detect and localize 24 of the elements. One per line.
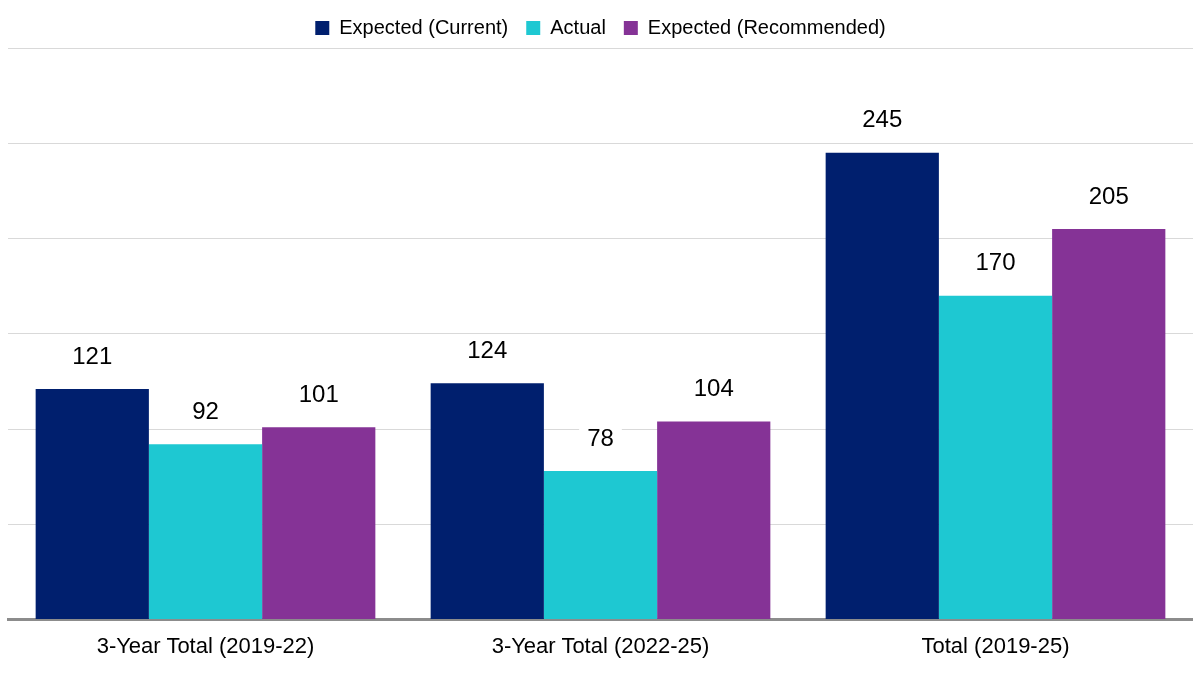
- data-label: 78: [587, 423, 614, 451]
- bar: [430, 383, 544, 620]
- x-tick-label: 3-Year Total (2022-25): [491, 632, 710, 658]
- data-label: 205: [1088, 181, 1129, 209]
- bar: [262, 427, 376, 620]
- bar: [938, 295, 1053, 620]
- legend-label: Expected (Current): [339, 15, 509, 38]
- data-label: 245: [862, 105, 903, 133]
- bar: [1052, 229, 1166, 620]
- data-label: 124: [467, 335, 508, 363]
- bar: [825, 152, 939, 620]
- data-label: 92: [192, 396, 219, 424]
- data-label: 170: [975, 248, 1016, 276]
- data-label: 104: [693, 374, 734, 402]
- data-label: 101: [298, 379, 339, 407]
- bar: [35, 389, 149, 620]
- legend-label: Actual: [550, 15, 606, 38]
- bar: [657, 421, 771, 620]
- x-tick-label: 3-Year Total (2019-22): [96, 632, 315, 658]
- x-tick-label: Total (2019-25): [921, 632, 1070, 658]
- data-label: 121: [72, 341, 113, 369]
- bar: [543, 470, 658, 620]
- legend-label: Expected (Recommended): [647, 15, 886, 38]
- bar: [148, 444, 263, 620]
